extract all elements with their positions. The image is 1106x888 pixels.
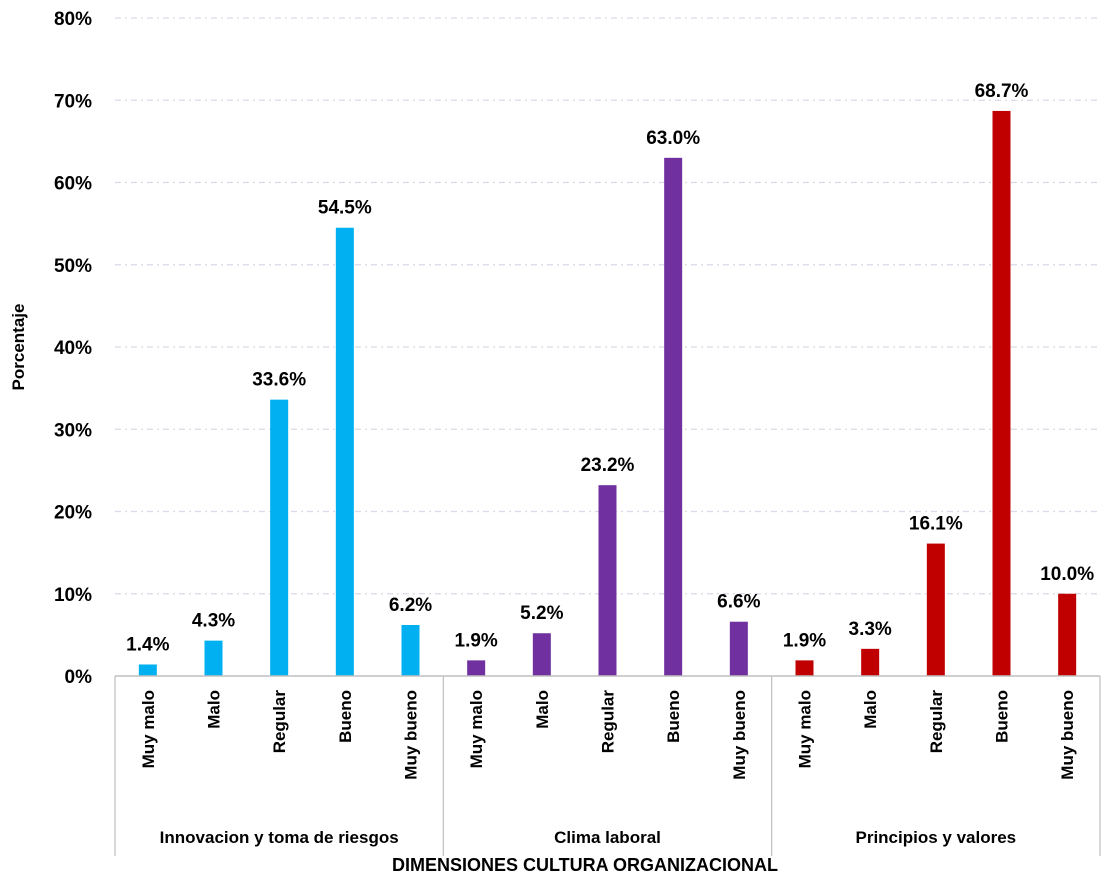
y-tick-label: 20%	[54, 503, 92, 524]
y-tick-label: 50%	[54, 256, 92, 277]
category-label: Bueno	[993, 690, 1012, 743]
bar	[270, 399, 289, 676]
bar	[401, 625, 420, 676]
data-labels: 1.4% 4.3% 33.6% 54.5% 6.2% 1.9% 5.2% 23.2% 63.0%…	[126, 81, 1094, 656]
bar	[204, 640, 223, 676]
bar	[138, 664, 157, 676]
data-label: 33.6%	[252, 370, 306, 391]
bar	[467, 660, 486, 676]
y-tick-label: 30%	[54, 420, 92, 441]
category-label: Regular	[599, 690, 618, 754]
data-label: 1.9%	[455, 630, 498, 651]
group-label: Innovacion y toma de riesgos	[160, 828, 399, 847]
data-label: 6.2%	[389, 595, 432, 616]
data-label: 10.0%	[1040, 564, 1094, 585]
group-label: Clima laboral	[554, 828, 661, 847]
category-label: Muy bueno	[1058, 690, 1077, 780]
data-label: 1.9%	[783, 630, 826, 651]
category-label: Muy malo	[139, 690, 158, 768]
category-label: Malo	[533, 690, 552, 729]
category-label: Bueno	[664, 690, 683, 743]
category-label: Muy malo	[467, 690, 486, 768]
category-label: Regular	[927, 690, 946, 754]
y-tick-label: 0%	[65, 667, 93, 688]
y-tick-label: 10%	[54, 585, 92, 606]
data-label: 68.7%	[975, 81, 1029, 102]
data-label: 23.2%	[581, 455, 635, 476]
data-label: 5.2%	[520, 603, 563, 624]
x-axis-title: DIMENSIONES CULTURA ORGANIZACIONAL	[392, 855, 778, 875]
bar	[532, 633, 551, 676]
data-label: 54.5%	[318, 198, 372, 219]
y-axis-title: Porcentaje	[9, 304, 28, 391]
category-label: Muy bueno	[402, 690, 421, 780]
bars	[138, 110, 1077, 677]
bar	[861, 648, 880, 676]
bar	[926, 543, 945, 676]
data-label: 3.3%	[849, 619, 892, 640]
category-label: Muy bueno	[730, 690, 749, 780]
category-label: Bueno	[336, 690, 355, 743]
bar	[1058, 593, 1077, 676]
y-tick-label: 80%	[54, 9, 92, 30]
y-axis-ticks: 0% 10% 20% 30% 40% 50% 60% 70% 80%	[54, 9, 92, 688]
data-label: 16.1%	[909, 514, 963, 535]
category-label: Muy malo	[796, 690, 815, 768]
data-label: 63.0%	[646, 128, 700, 149]
bar	[795, 660, 814, 676]
bar	[664, 157, 683, 676]
data-label: 4.3%	[192, 611, 235, 632]
bar	[729, 621, 748, 676]
group-label: Principios y valores	[856, 828, 1017, 847]
category-label: Malo	[861, 690, 880, 729]
bar	[992, 110, 1011, 676]
data-label: 1.4%	[126, 634, 169, 655]
data-label: 6.6%	[717, 592, 760, 613]
category-label: Malo	[205, 690, 224, 729]
y-tick-label: 40%	[54, 338, 92, 359]
bar	[598, 485, 617, 676]
x-axis: Muy malo Malo Regular Bueno Muy bueno Innovac…	[114, 675, 1101, 856]
y-tick-label: 60%	[54, 174, 92, 195]
category-label: Regular	[270, 690, 289, 754]
bar	[335, 227, 354, 677]
y-tick-label: 70%	[54, 91, 92, 112]
